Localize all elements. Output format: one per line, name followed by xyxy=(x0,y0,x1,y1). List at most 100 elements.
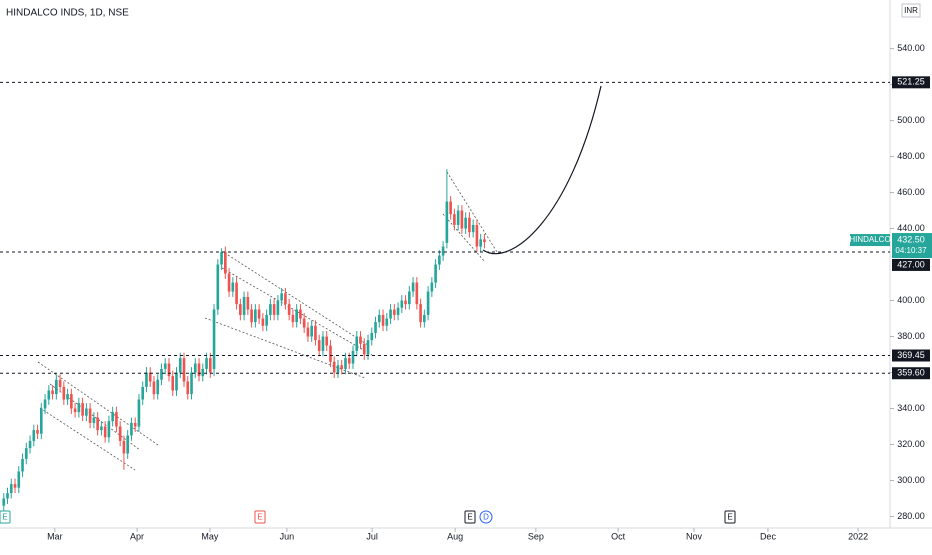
candle-body xyxy=(434,264,437,283)
candle-body xyxy=(126,435,129,454)
candle-body xyxy=(220,251,223,265)
candle-body xyxy=(171,376,175,391)
candle-body xyxy=(24,448,28,459)
candle-body xyxy=(39,408,43,434)
candle-body xyxy=(314,325,317,341)
x-tick-label: Jun xyxy=(280,531,295,541)
candle-body xyxy=(377,314,381,323)
currency-box xyxy=(901,3,921,18)
level-label: 359.60 xyxy=(897,368,925,378)
candle-body xyxy=(426,291,430,315)
level-label-bg xyxy=(892,258,930,271)
candle-body xyxy=(167,363,171,377)
candle-body xyxy=(415,282,419,305)
candle-body xyxy=(73,408,77,413)
candle-body xyxy=(306,327,310,337)
candle-body xyxy=(310,325,314,337)
candle-body xyxy=(190,372,193,395)
event-marker xyxy=(479,510,493,524)
candle-body xyxy=(156,379,160,395)
event-label: E xyxy=(467,513,472,522)
candle-body xyxy=(212,309,216,369)
y-tick-label: 320.00 xyxy=(897,439,925,449)
x-tick-label: Dec xyxy=(760,531,777,541)
y-tick-label: 500.00 xyxy=(897,115,925,125)
candle-body xyxy=(468,217,471,233)
x-tick-label: Sep xyxy=(528,531,544,541)
trend-line xyxy=(39,407,136,471)
candle-body xyxy=(280,293,283,301)
candle-body xyxy=(471,224,475,233)
candle-body xyxy=(145,372,148,387)
candle-body xyxy=(133,422,137,427)
x-tick-label: Aug xyxy=(447,531,463,541)
y-tick-label: 340.00 xyxy=(897,403,925,413)
candle-body xyxy=(351,350,355,364)
x-tick-label: Nov xyxy=(686,531,703,541)
candle-body xyxy=(182,358,186,382)
candle-body xyxy=(370,332,374,341)
event-marker xyxy=(254,510,266,524)
level-label: 427.00 xyxy=(897,259,925,269)
candle-body xyxy=(381,314,385,326)
candle-body xyxy=(475,224,479,247)
symbol-label-bg xyxy=(850,234,890,247)
candle-body xyxy=(445,201,449,243)
x-tick-label: Apr xyxy=(130,531,144,541)
candle-body xyxy=(17,471,21,488)
candle-body xyxy=(408,291,411,305)
candle-body xyxy=(163,363,167,369)
level-label-bg xyxy=(892,367,930,380)
candle-body xyxy=(13,484,17,488)
candle-body xyxy=(347,358,351,364)
currency: INR xyxy=(904,6,918,15)
chart-title: HINDALCO INDS, 1D, NSE xyxy=(6,8,129,19)
candle-body xyxy=(423,314,426,323)
candle-body xyxy=(137,399,141,427)
candle-body xyxy=(92,417,96,423)
candle-body xyxy=(449,201,452,215)
last-price: 432.50 xyxy=(897,234,925,244)
candle-body xyxy=(32,430,36,441)
candle-body xyxy=(257,309,261,319)
candle-body xyxy=(325,336,329,346)
candle-body xyxy=(362,343,366,355)
candle-body xyxy=(141,386,145,400)
candle-body xyxy=(284,293,287,305)
candle-body xyxy=(295,309,298,323)
candle-body xyxy=(400,300,404,308)
y-tick-label: 440.00 xyxy=(897,223,925,233)
candle-body xyxy=(208,358,212,373)
candle-body xyxy=(272,304,276,315)
candle-body xyxy=(66,394,69,400)
event-label: E xyxy=(257,513,262,522)
candle-body xyxy=(186,381,190,395)
candle-body xyxy=(178,358,182,373)
x-tick-label: Oct xyxy=(611,531,626,541)
candle-body xyxy=(55,379,58,395)
candle-body xyxy=(51,390,54,395)
candle-body xyxy=(175,372,178,391)
candle-body xyxy=(438,255,441,265)
level-label-bg xyxy=(892,76,930,89)
countdown: 04:10:37 xyxy=(895,246,927,255)
candle-body xyxy=(118,426,122,441)
x-tick-label: Mar xyxy=(47,531,63,541)
candle-body xyxy=(6,493,9,499)
candle-body xyxy=(197,363,201,377)
x-tick-label: May xyxy=(201,531,219,541)
event-marker xyxy=(724,510,736,524)
event-marker xyxy=(464,510,476,524)
y-tick-label: 460.00 xyxy=(897,187,925,197)
candle-body xyxy=(70,394,73,409)
candle-body xyxy=(332,361,336,373)
candle-body xyxy=(21,458,24,472)
event-label: E xyxy=(2,513,7,522)
candle-body xyxy=(47,390,51,400)
projection-curve xyxy=(482,85,602,255)
candle-body xyxy=(242,296,246,315)
candle-body xyxy=(344,358,347,369)
candle-body xyxy=(392,309,396,315)
candle-body xyxy=(152,381,156,395)
candle-body xyxy=(111,412,114,422)
